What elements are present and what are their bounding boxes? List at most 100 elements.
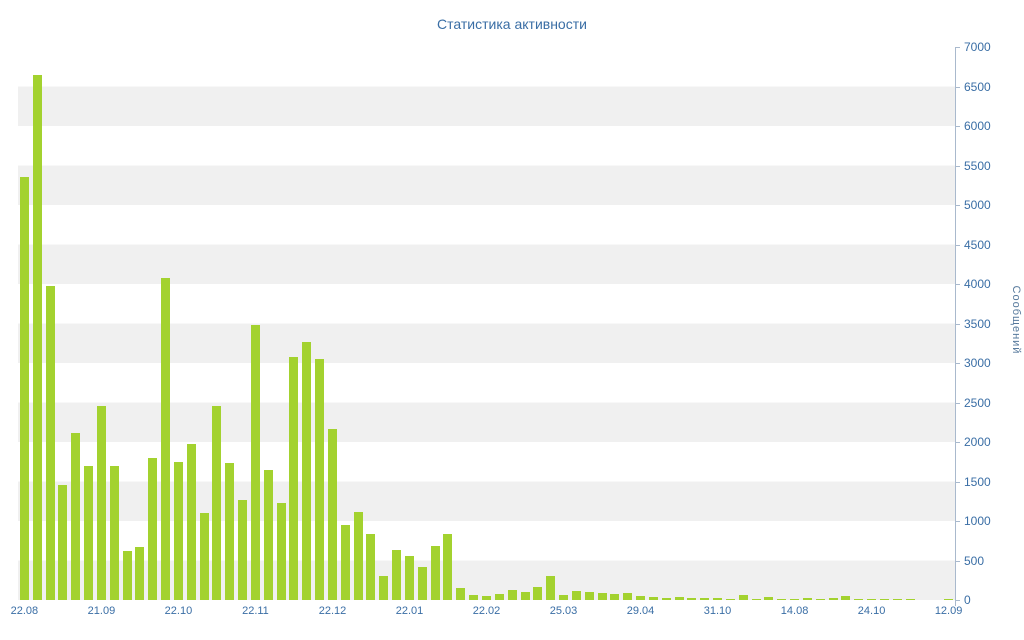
bar xyxy=(173,462,183,600)
y-axis-line xyxy=(955,47,956,606)
bar xyxy=(713,598,723,600)
x-axis-label: 22.10 xyxy=(164,605,193,617)
chart-plot-area: 22.08 21.09 22.10 22.11 22.12 22.01 22.02 25.03… xyxy=(11,47,962,617)
bar xyxy=(482,596,491,600)
y-axis-title: Сообщений xyxy=(1010,285,1022,355)
bar xyxy=(944,599,954,600)
bar xyxy=(674,597,684,600)
bar xyxy=(494,594,504,600)
x-axis-label: 29.04 xyxy=(626,605,655,617)
bar xyxy=(725,599,735,600)
bar xyxy=(456,588,466,600)
bar xyxy=(302,342,312,600)
y-axis-label: 4500 xyxy=(964,237,991,252)
bar xyxy=(854,599,864,600)
bar xyxy=(404,556,414,600)
x-axis-label: 21.09 xyxy=(87,605,116,617)
y-axis-tick xyxy=(955,126,960,127)
bar xyxy=(559,595,568,600)
bar xyxy=(597,593,607,600)
y-axis-tick xyxy=(955,363,960,364)
x-axis-label: 24.10 xyxy=(857,605,886,617)
y-axis-label: 5500 xyxy=(964,158,991,173)
y-axis-tick xyxy=(955,323,960,325)
bar xyxy=(777,599,787,600)
y-axis-tick xyxy=(955,244,960,246)
bar xyxy=(315,359,325,600)
bar xyxy=(879,599,889,600)
bar xyxy=(238,500,248,600)
x-axis-label: 12.09 xyxy=(934,605,963,617)
bar xyxy=(109,466,119,600)
bar xyxy=(828,598,838,600)
bar xyxy=(867,599,877,600)
bar xyxy=(790,599,800,600)
y-axis-tick xyxy=(955,47,960,48)
bar xyxy=(892,599,902,600)
bar xyxy=(815,599,825,600)
bar xyxy=(802,598,812,600)
bar xyxy=(417,567,427,600)
bar xyxy=(212,406,222,600)
x-axis-label: 22.11 xyxy=(242,605,269,617)
bar xyxy=(841,596,851,600)
y-axis-tick xyxy=(955,442,960,443)
y-axis-label: 0 xyxy=(964,593,971,607)
bar xyxy=(648,597,658,600)
bar xyxy=(379,576,389,600)
bar xyxy=(45,286,55,600)
y-axis-tick xyxy=(955,481,960,483)
x-axis-label: 22.01 xyxy=(395,605,424,617)
bar xyxy=(469,595,479,600)
y-axis-label: 1000 xyxy=(964,514,991,528)
bar xyxy=(58,485,68,600)
bar xyxy=(533,587,543,600)
bar xyxy=(250,325,260,600)
bar xyxy=(289,357,299,600)
y-axis-tick xyxy=(955,86,960,88)
bar xyxy=(161,278,171,600)
y-axis-tick xyxy=(955,600,960,601)
bar xyxy=(764,597,774,600)
y-axis-tick xyxy=(955,402,960,404)
bar xyxy=(148,458,158,600)
x-axis-label: 22.08 xyxy=(10,605,39,617)
bar xyxy=(135,547,145,600)
bar xyxy=(263,470,273,600)
bar xyxy=(430,546,440,600)
bar xyxy=(340,525,350,600)
x-axis-label: 25.03 xyxy=(549,605,578,617)
y-axis-label: 500 xyxy=(964,553,985,568)
bar xyxy=(546,576,556,600)
bar xyxy=(276,503,286,600)
bar xyxy=(122,551,132,600)
bar xyxy=(584,592,594,600)
y-axis-tick xyxy=(955,165,960,167)
bar xyxy=(392,550,402,600)
y-axis-label: 2500 xyxy=(964,395,991,410)
bar xyxy=(905,599,915,600)
y-axis-label: 2000 xyxy=(964,435,991,449)
bar xyxy=(520,592,530,600)
bar xyxy=(186,444,196,600)
bar xyxy=(19,177,29,600)
bar xyxy=(443,534,453,600)
bar xyxy=(199,513,209,600)
y-axis-tick xyxy=(955,560,960,562)
chart-title: Статистика активности xyxy=(437,16,587,32)
bar xyxy=(71,433,81,600)
y-axis: 0 500 1000 1500 2000 2500 3000 3500 4000 4500 5000… xyxy=(955,40,1024,607)
x-axis-label: 14.08 xyxy=(780,605,809,617)
bar xyxy=(661,598,671,600)
x-axis-label: 31.10 xyxy=(703,605,732,617)
y-axis-label: 5000 xyxy=(964,198,991,212)
bar xyxy=(751,599,761,600)
y-axis-label: 6000 xyxy=(964,119,991,133)
y-axis-label: 4000 xyxy=(964,277,991,291)
bar xyxy=(636,596,646,600)
bar xyxy=(96,406,106,600)
bar xyxy=(623,593,633,600)
x-axis-label: 22.12 xyxy=(318,605,347,617)
bar xyxy=(571,591,581,600)
y-axis-label: 3000 xyxy=(964,356,991,370)
